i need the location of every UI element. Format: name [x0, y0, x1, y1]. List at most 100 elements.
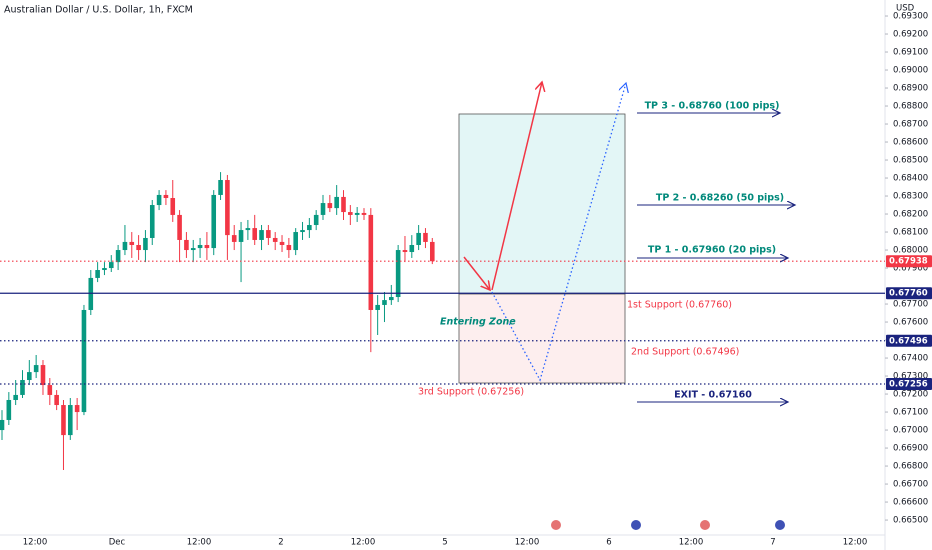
candle-body	[190, 248, 196, 251]
candle-body	[122, 241, 128, 251]
y-tick-label: 0.67700	[893, 300, 928, 310]
level-label-box	[886, 255, 932, 268]
y-tick-label: 0.66600	[893, 498, 928, 508]
y-tick-label: 0.68000	[893, 246, 928, 256]
candle-body	[238, 230, 244, 242]
support-label: 3rd Support (0.67256)	[418, 387, 524, 398]
exit-label: EXIT - 0.67160	[674, 390, 752, 401]
x-tick-label: 12:00	[23, 538, 48, 548]
candle-body	[143, 237, 148, 251]
x-tick-label: Dec	[109, 538, 126, 548]
x-tick-label: 6	[606, 538, 611, 548]
candle-body	[272, 237, 278, 242]
level-label-box	[886, 334, 932, 347]
candle-body	[149, 205, 155, 238]
candle-body	[163, 194, 169, 199]
y-tick-label: 0.67900	[893, 264, 928, 274]
tp-label: TP 1 - 0.67960 (20 pips)	[648, 245, 776, 256]
candle-body	[402, 250, 408, 253]
tp-label: TP 2 - 0.68260 (50 pips)	[656, 193, 784, 204]
candle-body	[13, 394, 18, 400]
blue-dotted-path	[491, 83, 626, 382]
candle-body	[27, 372, 32, 381]
candle-body	[389, 297, 394, 301]
x-tick-label: 12:00	[187, 538, 212, 548]
candle-body	[259, 230, 264, 240]
plot-area	[0, 172, 885, 471]
candle-body	[68, 405, 73, 436]
y-tick-label: 0.68200	[893, 210, 928, 220]
y-tick-label: 0.68600	[893, 138, 928, 148]
candle-body	[313, 214, 319, 226]
candle-body	[409, 244, 415, 253]
candle-body	[218, 180, 223, 195]
candle-body	[286, 244, 292, 251]
chart-title: Australian Dollar / U.S. Dollar, 1h, FXC…	[4, 5, 193, 16]
level-label-box	[886, 287, 932, 300]
y-tick-label: 0.68700	[893, 120, 928, 130]
candle-body	[170, 198, 176, 215]
candle-body	[375, 304, 380, 310]
candle-body	[40, 365, 46, 386]
candle-body	[177, 214, 182, 240]
candle-body	[429, 241, 435, 262]
candle-body	[231, 235, 237, 242]
x-tick-label: 7	[770, 538, 775, 548]
y-tick-label: 0.68300	[893, 192, 928, 202]
candle-body	[382, 300, 387, 305]
candle-body	[266, 230, 271, 238]
candle-body	[416, 232, 421, 245]
y-tick-label: 0.67300	[893, 372, 928, 382]
red-arrow	[491, 82, 542, 291]
level-label: 0.67938	[889, 257, 928, 267]
candle-body	[95, 270, 100, 278]
y-tick-label: 0.69300	[893, 12, 928, 22]
candle-body	[102, 268, 107, 271]
loss-zone	[458, 293, 626, 384]
level-label: 0.67496	[889, 336, 928, 346]
y-tick-label: 0.68500	[893, 156, 928, 166]
y-tick-label: 0.69100	[893, 48, 928, 58]
flag-icon	[551, 520, 561, 530]
candle-body	[33, 365, 39, 373]
candle-body	[0, 419, 5, 431]
y-tick-label: 0.66900	[893, 444, 928, 454]
candle-body	[341, 196, 346, 213]
candle-body	[423, 232, 428, 242]
candle-body	[54, 394, 59, 406]
candle-body	[252, 228, 258, 240]
candle-body	[129, 241, 135, 245]
currency-label: USD	[896, 4, 915, 14]
y-tick-label: 0.67200	[893, 390, 928, 400]
candle-body	[81, 309, 87, 413]
candle-body	[334, 196, 339, 209]
flag-icon	[775, 520, 785, 530]
candle-body	[47, 385, 53, 395]
zone-label: Entering Zone	[440, 317, 516, 328]
candle-body	[156, 194, 162, 206]
candle-body	[184, 239, 189, 251]
y-tick-label: 0.66700	[893, 480, 928, 490]
candle-body	[108, 262, 114, 269]
candle-body	[279, 241, 285, 245]
candle-body	[348, 212, 353, 215]
candle-body	[307, 225, 312, 231]
y-tick-label: 0.67600	[893, 318, 928, 328]
position-box	[458, 113, 626, 384]
candle-body	[395, 250, 401, 298]
level-label-box	[886, 377, 932, 390]
x-tick-label: 12:00	[679, 538, 704, 548]
candle-body	[204, 244, 210, 249]
support-label: 2nd Support (0.67496)	[631, 347, 739, 358]
candle-body	[6, 399, 12, 420]
candle-body	[368, 214, 374, 310]
candle-body	[61, 405, 66, 436]
candle-body	[327, 203, 333, 209]
candle-body	[74, 405, 80, 413]
y-tick-label: 0.67100	[893, 408, 928, 418]
candle-body	[225, 180, 230, 236]
tp-label: TP 3 - 0.68760 (100 pips)	[645, 101, 780, 112]
y-tick-label: 0.69200	[893, 30, 928, 40]
candle-body	[361, 212, 367, 215]
